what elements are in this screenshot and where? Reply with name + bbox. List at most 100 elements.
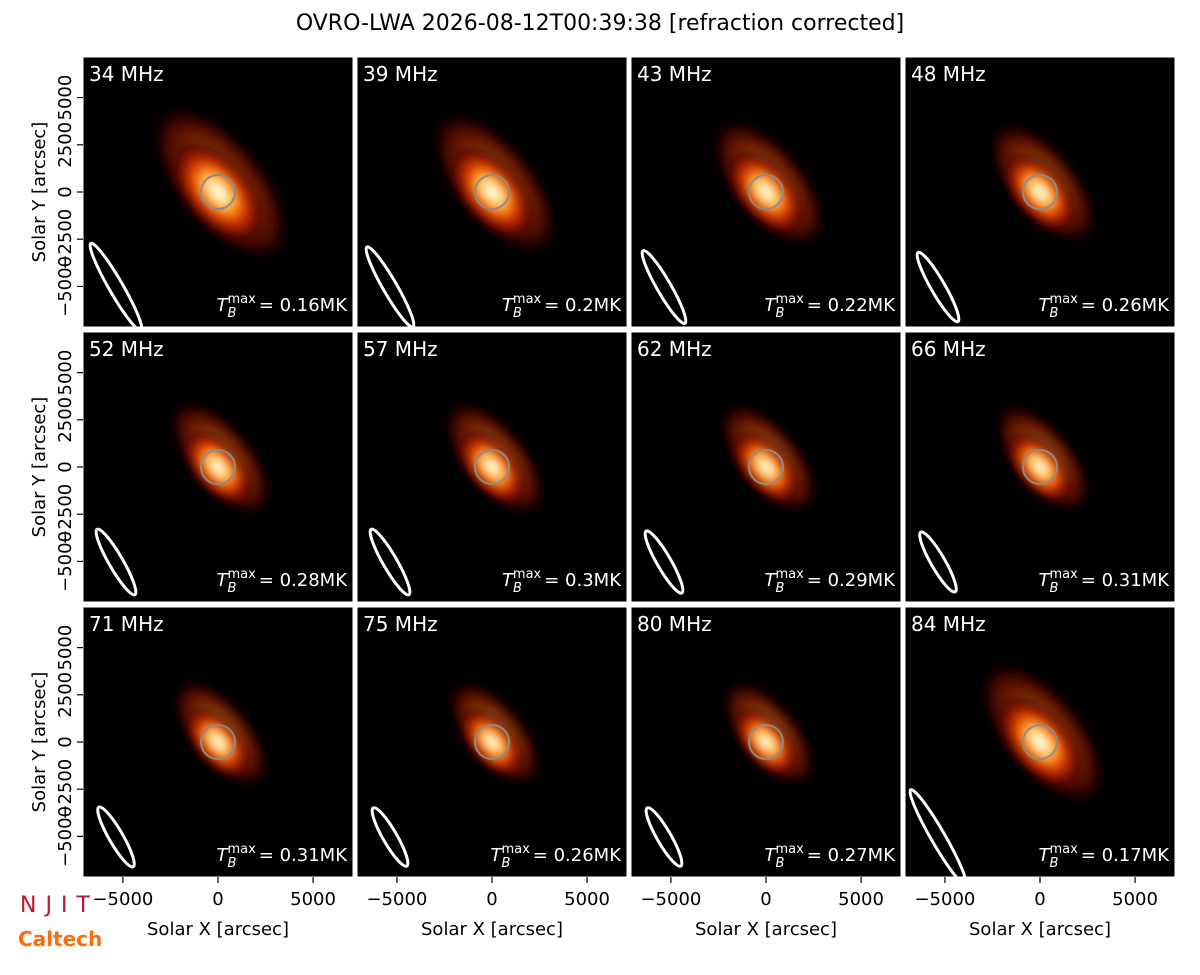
image: [643, 400, 821, 595]
annotation: TBmax = 0.26MK: [1039, 292, 1171, 321]
y-axis-label: Solar Y [arcsec]: [29, 672, 50, 813]
emission: [733, 705, 799, 779]
annotation-text: = 0.26MK: [1081, 295, 1170, 316]
beam: [918, 530, 958, 594]
annotation: TBmax = 0.31MK: [217, 842, 349, 871]
annotation-sup: max: [227, 567, 256, 582]
panel-title: 48 MHz: [911, 62, 986, 86]
emission: [169, 138, 267, 246]
annotation-symbol: T: [217, 570, 230, 591]
image: [915, 120, 1100, 324]
panel: 39 MHz TBmax = 0.2MK: [356, 56, 628, 328]
y-tick-label: 0: [55, 186, 76, 197]
annotation-sub: B: [513, 581, 522, 596]
image: [918, 402, 1094, 594]
y-tick-label: −5000: [55, 806, 76, 867]
image: [368, 398, 549, 597]
annotation-sup: max: [227, 292, 256, 307]
panel-title: 80 MHz: [637, 612, 712, 636]
panel-title: 43 MHz: [637, 62, 712, 86]
frame: [904, 56, 1176, 328]
x-tick-label: 0: [1034, 889, 1045, 910]
image: [370, 678, 544, 868]
annotation-sub: B: [776, 306, 785, 321]
annotation: TBmax = 0.28MK: [217, 567, 349, 596]
annotation-sup: max: [1049, 842, 1078, 857]
annotation-sup: max: [227, 842, 256, 857]
y-axis-label: Solar Y [arcsec]: [29, 122, 50, 263]
panel-title: 34 MHz: [89, 62, 164, 86]
y-tick-label: 2500: [55, 122, 76, 168]
panel-title: 71 MHz: [89, 612, 164, 636]
annotation-sup: max: [501, 842, 530, 857]
logo: NJIT: [20, 893, 99, 918]
solar-disk: [200, 724, 236, 760]
panel: 57 MHz TBmax = 0.3MK: [356, 331, 628, 603]
x-tick-label: −5000: [366, 889, 427, 910]
x-axis-label: Solar X [arcsec]: [421, 919, 563, 940]
annotation: TBmax = 0.22MK: [765, 292, 897, 321]
y-tick-label: −2500: [55, 484, 76, 545]
annotation-symbol: T: [502, 570, 515, 591]
frame: [630, 331, 902, 603]
annotation-text: = 0.22MK: [807, 295, 896, 316]
frame: [356, 331, 628, 603]
frame: [630, 56, 902, 328]
beam: [88, 241, 144, 327]
annotation-sub: B: [228, 856, 237, 871]
panel: 66 MHz TBmax = 0.31MK: [904, 331, 1176, 603]
annotation-text: = 0.17MK: [1081, 845, 1170, 866]
emission: [447, 143, 537, 241]
solar-disk: [748, 724, 784, 760]
solar-disk: [200, 449, 236, 485]
panel-title: 62 MHz: [637, 337, 712, 361]
annotation-sup: max: [775, 292, 804, 307]
annotation-text: = 0.29MK: [807, 570, 896, 591]
x-tick-label: −5000: [914, 889, 975, 910]
panel-title: 39 MHz: [363, 62, 438, 86]
image: [908, 659, 1109, 877]
image: [644, 678, 818, 868]
emission: [182, 427, 254, 507]
beam: [364, 245, 416, 327]
panel-title: 84 MHz: [911, 612, 986, 636]
y-tick-label: 2500: [55, 672, 76, 718]
y-tick-label: −5000: [55, 256, 76, 317]
y-tick-label: 5000: [55, 625, 76, 671]
annotation-text: = 0.2MK: [544, 295, 622, 316]
solar-disk: [474, 174, 510, 210]
annotation-sub: B: [776, 856, 785, 871]
emission: [459, 705, 525, 779]
y-axis-label: Solar Y [arcsec]: [29, 397, 50, 538]
solar-disk: [748, 449, 784, 485]
x-tick-label: 0: [760, 889, 771, 910]
y-tick-label: 5000: [55, 350, 76, 396]
emission: [184, 704, 252, 780]
annotation: TBmax = 0.17MK: [1039, 842, 1171, 871]
beam: [643, 529, 685, 595]
panel: 62 MHz TBmax = 0.29MK: [630, 331, 902, 603]
annotation-sup: max: [513, 567, 542, 582]
annotation: TBmax = 0.27MK: [765, 842, 897, 871]
solar-disk: [474, 724, 510, 760]
y-tick-label: −2500: [55, 759, 76, 820]
image: [364, 109, 561, 327]
emission: [731, 429, 801, 505]
annotation-symbol: T: [765, 570, 778, 591]
frame: [356, 56, 628, 328]
x-tick-label: 5000: [838, 889, 884, 910]
x-tick-label: 5000: [290, 889, 336, 910]
annotation-sub: B: [513, 306, 522, 321]
panel-title: 66 MHz: [911, 337, 986, 361]
solar-disk: [1022, 449, 1058, 485]
annotation-symbol: T: [765, 295, 778, 316]
panel-title: 52 MHz: [89, 337, 164, 361]
emission: [1002, 150, 1078, 234]
x-tick-label: 0: [212, 889, 223, 910]
beam: [915, 250, 961, 324]
annotation-sup: max: [513, 292, 542, 307]
panel: 48 MHz TBmax = 0.26MK: [904, 56, 1176, 328]
solar-disk: [1022, 174, 1058, 210]
